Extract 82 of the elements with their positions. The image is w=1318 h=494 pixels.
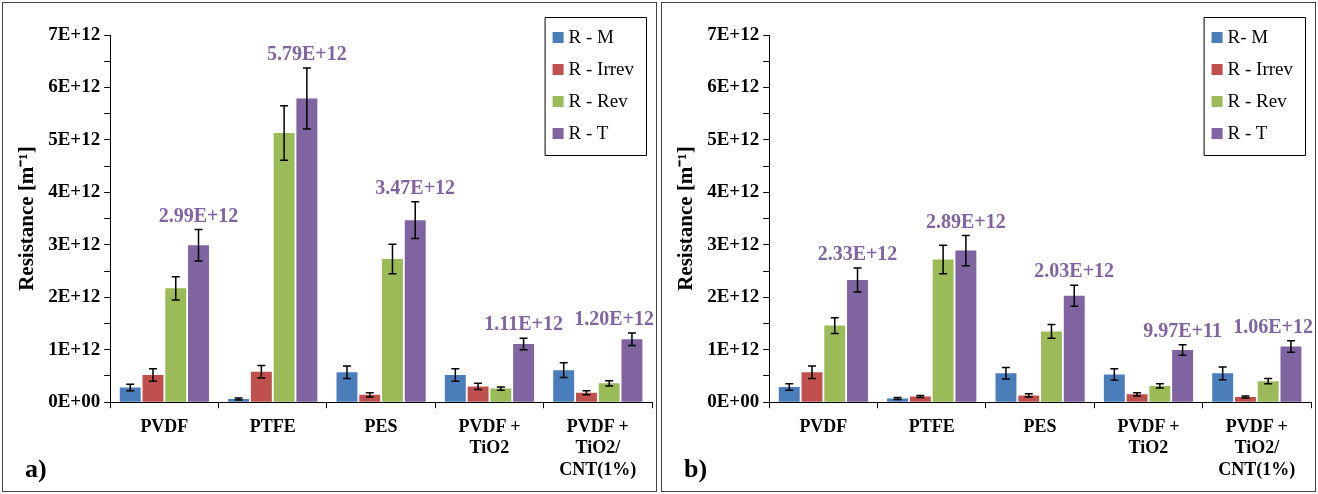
data-label: 2.99E+12 xyxy=(158,203,239,226)
data-label: 1.11E+12 xyxy=(484,312,563,335)
text: b) xyxy=(684,453,708,483)
y-tick-label: 0E+00 xyxy=(707,390,760,412)
y-tick-label: 3E+12 xyxy=(707,232,760,254)
x-tick-label: PVDF + TiO2 xyxy=(1117,415,1180,458)
y-tick-label: 7E+12 xyxy=(48,22,101,44)
text: a) xyxy=(25,453,47,483)
data-label: 1.20E+12 xyxy=(574,307,655,330)
bar xyxy=(847,279,868,402)
data-label: 2.03E+12 xyxy=(1034,259,1115,282)
y-tick-label: 1E+12 xyxy=(48,337,101,359)
x-tick-label: PES xyxy=(364,415,398,436)
bar xyxy=(296,98,318,402)
bar xyxy=(142,374,164,402)
y-tick-label: 3E+12 xyxy=(48,232,101,254)
legend-label: R - Irrev xyxy=(1227,57,1294,79)
bar xyxy=(467,386,489,402)
data-label: 9.97E+11 xyxy=(1143,318,1222,341)
bar xyxy=(490,388,512,402)
legend-label: R - T xyxy=(1227,121,1268,143)
bar xyxy=(1280,346,1302,402)
bar xyxy=(188,245,209,402)
y-tick-label: 4E+12 xyxy=(48,180,101,202)
bar xyxy=(575,392,597,402)
x-tick-label: PES xyxy=(1023,415,1057,436)
bar xyxy=(778,386,800,402)
legend-label: R - Irrev xyxy=(568,57,635,79)
bar xyxy=(995,373,1017,402)
bar xyxy=(165,288,187,402)
data-label: 2.89E+12 xyxy=(926,209,1006,232)
data-label: 2.33E+12 xyxy=(817,242,898,265)
bar xyxy=(336,372,358,402)
bar xyxy=(119,387,141,402)
y-tick-label: 1E+12 xyxy=(707,337,760,359)
y-tick-label: 2E+12 xyxy=(48,285,101,307)
bar xyxy=(801,372,823,402)
x-tick-label: PVDF xyxy=(140,415,189,436)
bar xyxy=(444,374,466,402)
y-axis-title: Resistance [m⁻¹] xyxy=(673,146,698,291)
bar xyxy=(273,133,295,402)
bar xyxy=(824,325,846,402)
legend-label: R - Rev xyxy=(568,89,629,111)
bar xyxy=(621,339,643,402)
data-label: 1.06E+12 xyxy=(1233,315,1314,337)
legend-label: R - M xyxy=(568,25,615,47)
legend-label: R - Rev xyxy=(1227,89,1288,111)
bar xyxy=(513,343,535,402)
x-tick-label: PVDF + TiO2/CNT(1%) xyxy=(559,415,637,480)
x-tick-label: PVDF + TiO2/CNT(1%) xyxy=(1218,415,1296,480)
y-tick-label: 2E+12 xyxy=(707,285,760,307)
y-axis-title: Resistance [m⁻¹] xyxy=(14,146,39,291)
bar xyxy=(1149,385,1171,402)
bar xyxy=(1063,295,1085,402)
bar xyxy=(1041,331,1062,402)
legend-label: R - T xyxy=(568,121,609,143)
y-tick-label: 7E+12 xyxy=(707,22,760,44)
bar xyxy=(250,371,272,402)
data-label: 3.47E+12 xyxy=(375,175,456,198)
x-tick-label: PVDF xyxy=(799,415,848,436)
legend-label: R- M xyxy=(1227,25,1269,47)
y-tick-label: 4E+12 xyxy=(707,180,760,202)
bar xyxy=(955,250,977,402)
bar xyxy=(382,258,403,402)
y-tick-label: 5E+12 xyxy=(707,127,760,149)
bar xyxy=(1172,349,1194,402)
bar xyxy=(404,220,426,402)
y-tick-label: 5E+12 xyxy=(48,127,101,149)
bar xyxy=(598,383,620,402)
bar xyxy=(932,259,954,402)
y-tick-label: 6E+12 xyxy=(48,75,101,97)
bar xyxy=(553,370,575,402)
x-tick-label: PTFE xyxy=(908,415,955,436)
bar xyxy=(1257,381,1279,402)
x-tick-label: PVDF + TiO2 xyxy=(458,415,521,458)
bar xyxy=(1212,373,1234,402)
y-tick-label: 0E+00 xyxy=(48,390,101,412)
data-label: 5.79E+12 xyxy=(267,42,347,65)
bar xyxy=(909,396,931,402)
x-tick-label: PTFE xyxy=(249,415,296,436)
y-tick-label: 6E+12 xyxy=(707,75,760,97)
bar xyxy=(1103,374,1125,402)
